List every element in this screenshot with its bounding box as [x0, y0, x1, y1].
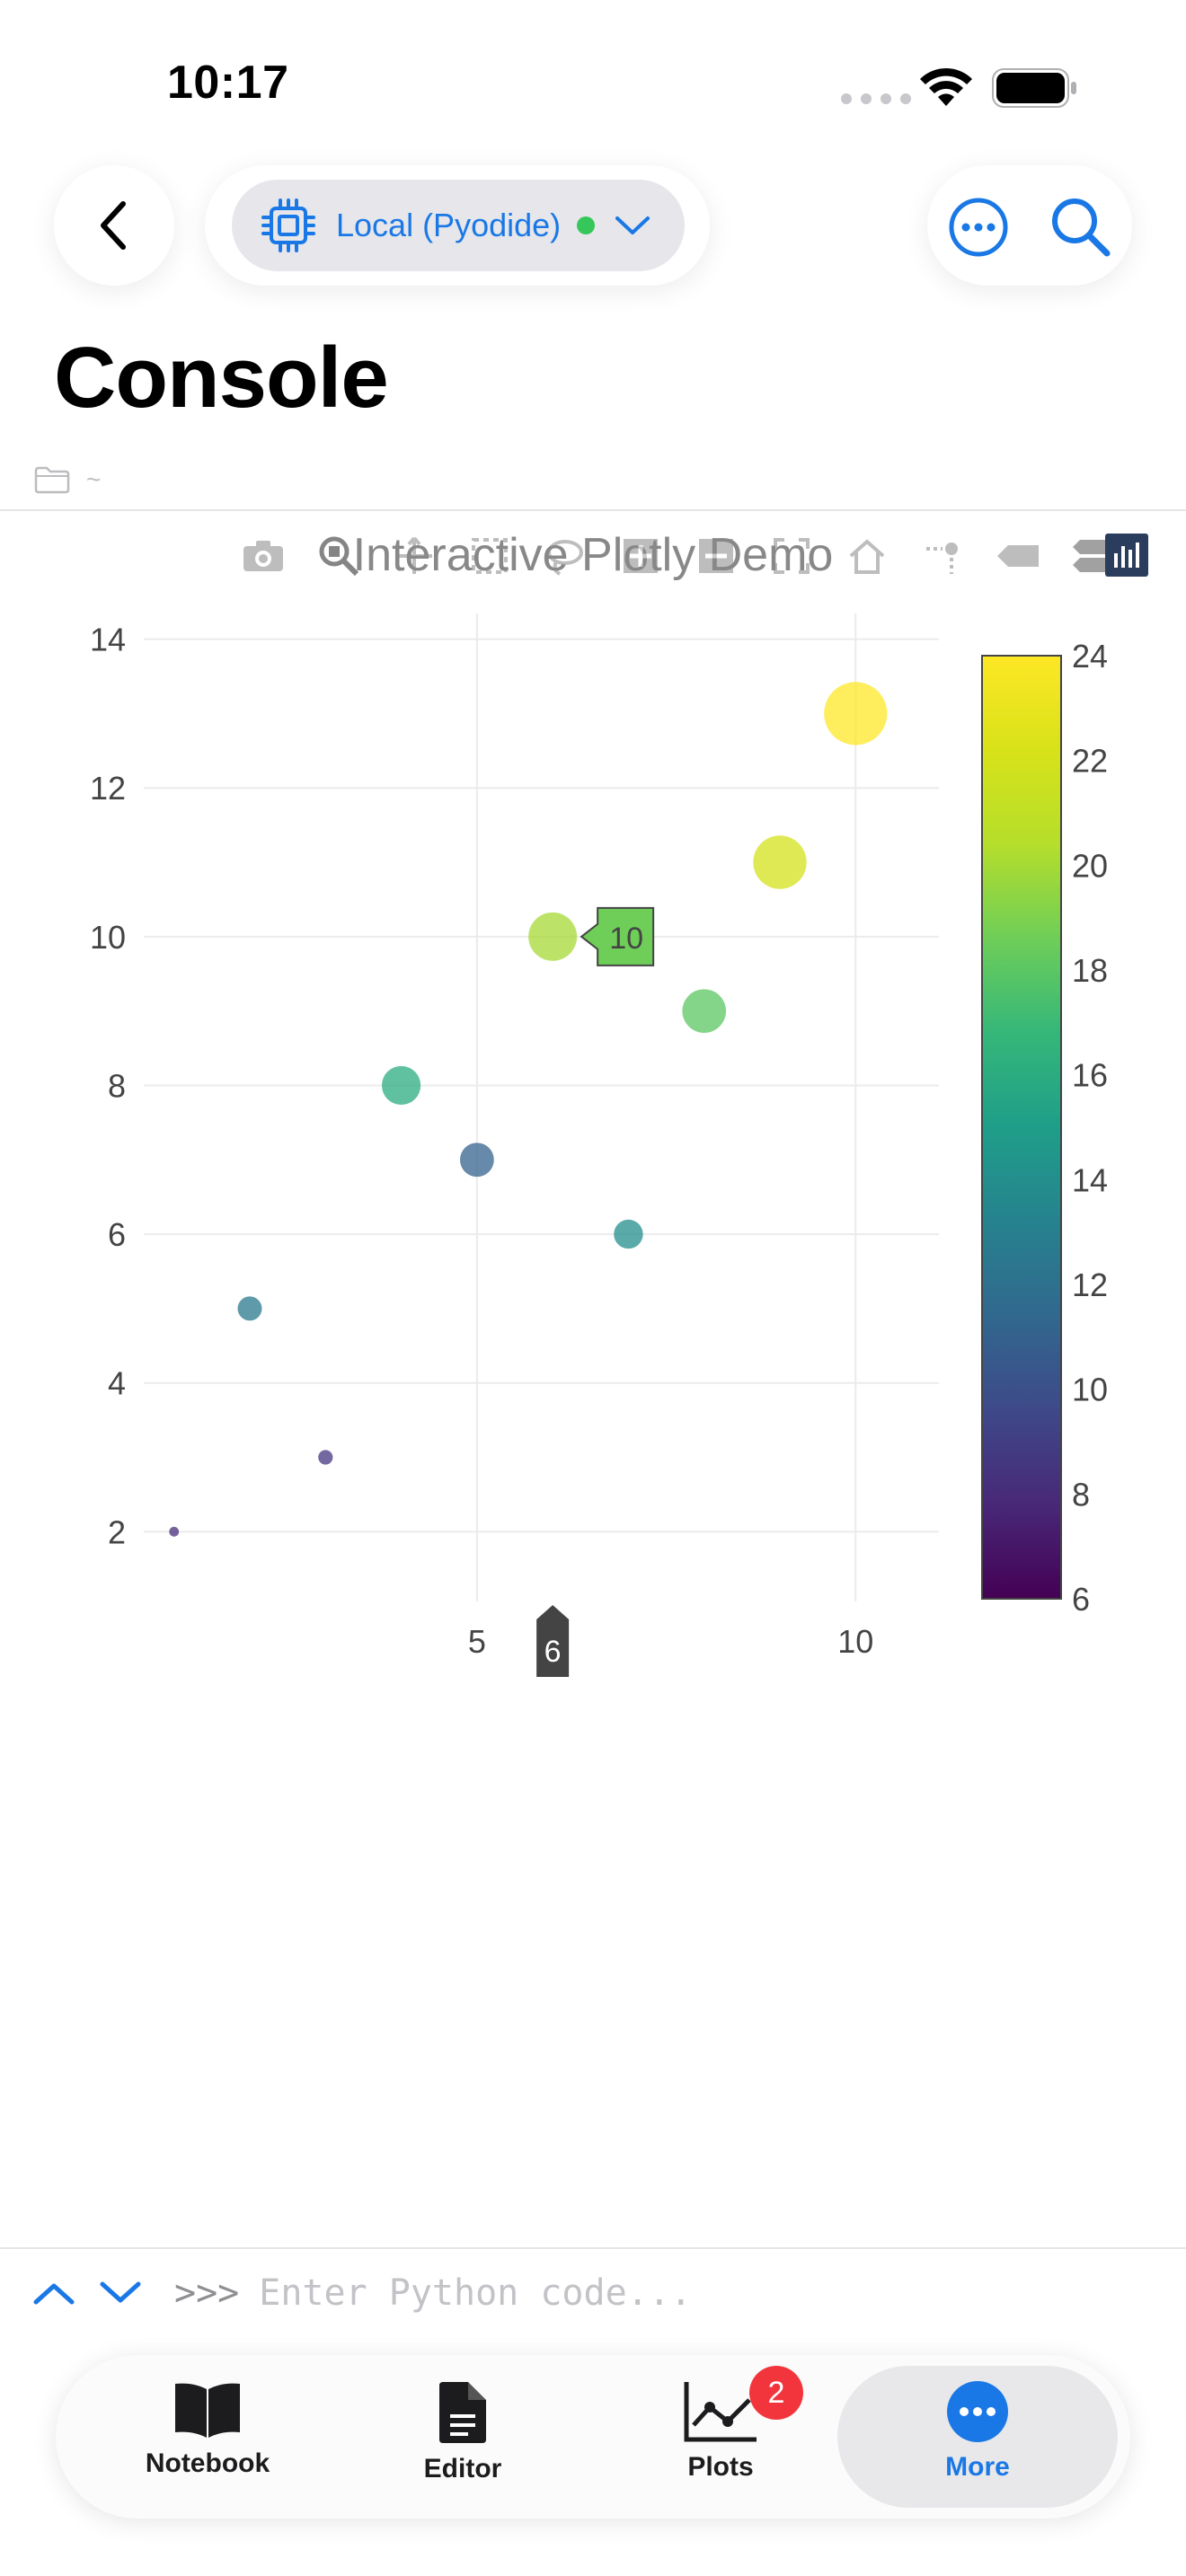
y-tick-label: 14: [90, 622, 126, 658]
hover-y-label-box: [580, 906, 655, 966]
plot-title: Interactive Plotly Demo: [352, 529, 834, 581]
zoom-in-icon[interactable]: [618, 534, 663, 578]
plot-modebar: [241, 534, 1116, 578]
hover-closest-icon[interactable]: [996, 534, 1040, 578]
scatter-point: [459, 1142, 494, 1178]
environment-label: Local (Pyodide): [336, 207, 562, 243]
chevron-up-icon: [33, 2283, 75, 2305]
book-icon: [175, 2383, 240, 2438]
tab-editor[interactable]: Editor: [350, 2380, 575, 2506]
y-tick-label: 8: [108, 1067, 126, 1104]
search-icon: [1052, 198, 1111, 257]
chevron-left-icon: [101, 201, 126, 250]
y-tick-label: 2: [108, 1513, 126, 1550]
divider: [0, 509, 1186, 511]
connection-status-dot: [577, 216, 596, 234]
hover-y-label: 10: [609, 922, 643, 956]
camera-icon[interactable]: [241, 534, 286, 578]
working-directory[interactable]: ~: [34, 465, 101, 494]
tab-label: Notebook: [145, 2448, 270, 2478]
more-options-button[interactable]: [947, 196, 1010, 263]
scatter-point: [381, 1065, 421, 1106]
cellular-signal-icon: [841, 93, 911, 104]
wifi-icon: [918, 66, 974, 112]
chevron-down-icon: [615, 215, 651, 236]
colorbar-tick-label: 18: [1072, 952, 1108, 989]
scatter-point: [682, 989, 727, 1033]
chevron-down-icon: [100, 2281, 141, 2303]
x-tick-label: 5: [468, 1623, 486, 1660]
tab-label: More: [945, 2452, 1010, 2482]
toggle-spike-lines-icon[interactable]: [920, 534, 965, 578]
y-tick-label: 10: [90, 919, 126, 956]
plots-count-badge: 2: [749, 2366, 803, 2420]
colorbar-tick-label: 20: [1072, 847, 1108, 884]
environment-picker[interactable]: Local (Pyodide): [232, 180, 685, 271]
ellipsis-circle-icon: [949, 198, 1008, 257]
console-prompt: >>>: [174, 2272, 240, 2314]
colorbar-tick-label: 10: [1072, 1372, 1108, 1408]
scatter-point: [528, 912, 578, 961]
hover-x-label: 6: [544, 1635, 562, 1669]
search-button[interactable]: [1048, 194, 1112, 263]
page-title: Console: [54, 330, 389, 426]
back-button[interactable]: [54, 165, 174, 286]
tab-more[interactable]: More: [865, 2380, 1090, 2506]
tab-notebook[interactable]: Notebook: [95, 2380, 320, 2506]
colorbar-tick-label: 8: [1072, 1476, 1090, 1513]
colorbar-tick-label: 6: [1072, 1581, 1090, 1618]
colorbar-tick-label: 14: [1072, 1161, 1108, 1198]
input-divider: [0, 2247, 1186, 2249]
tab-plots[interactable]: Plots: [608, 2380, 833, 2506]
scatter-point: [318, 1450, 333, 1465]
hover-compare-icon[interactable]: [1071, 534, 1116, 578]
zoom-out-icon[interactable]: [694, 534, 739, 578]
nav-actions: [927, 165, 1132, 286]
console-input-row: >>>: [32, 2272, 889, 2314]
folder-icon: [34, 466, 70, 494]
tab-label: Editor: [423, 2454, 502, 2483]
y-tick-label: 4: [108, 1365, 126, 1402]
box-select-icon[interactable]: [467, 534, 512, 578]
hover-x-label-box: [536, 1605, 570, 1677]
autoscale-icon[interactable]: [769, 534, 814, 578]
colorbar-tick-label: 24: [1072, 638, 1108, 675]
reset-axes-icon[interactable]: [845, 534, 890, 578]
lasso-select-icon[interactable]: [543, 534, 588, 578]
scatter-point: [753, 835, 807, 889]
battery-icon: [992, 68, 1078, 112]
scatter-point: [614, 1219, 643, 1249]
scatter-point: [169, 1526, 180, 1537]
y-tick-label: 6: [108, 1216, 126, 1253]
plotly-logo-icon[interactable]: [1105, 534, 1148, 577]
colorbar-tick-label: 16: [1072, 1057, 1108, 1094]
line-chart-icon: [684, 2382, 757, 2442]
document-icon: [439, 2382, 486, 2443]
colorbar: [981, 655, 1062, 1600]
pan-icon[interactable]: [392, 534, 437, 578]
ellipsis-circle-fill-icon: [947, 2381, 1008, 2442]
history-down-button[interactable]: [99, 2280, 142, 2306]
status-time: 10:17: [167, 57, 289, 109]
tab-label: Plots: [687, 2452, 754, 2482]
scatter-point: [824, 682, 888, 745]
scatter-point: [237, 1296, 262, 1321]
colorbar-tick-label: 12: [1072, 1266, 1108, 1303]
python-code-input[interactable]: [259, 2272, 889, 2314]
zoom-icon[interactable]: [316, 534, 361, 578]
history-up-button[interactable]: [32, 2280, 75, 2306]
cpu-chip-icon: [261, 198, 316, 253]
y-tick-label: 12: [90, 770, 126, 807]
colorbar-tick-label: 22: [1072, 743, 1108, 780]
path-text: ~: [86, 465, 102, 493]
x-tick-label: 10: [837, 1623, 873, 1660]
